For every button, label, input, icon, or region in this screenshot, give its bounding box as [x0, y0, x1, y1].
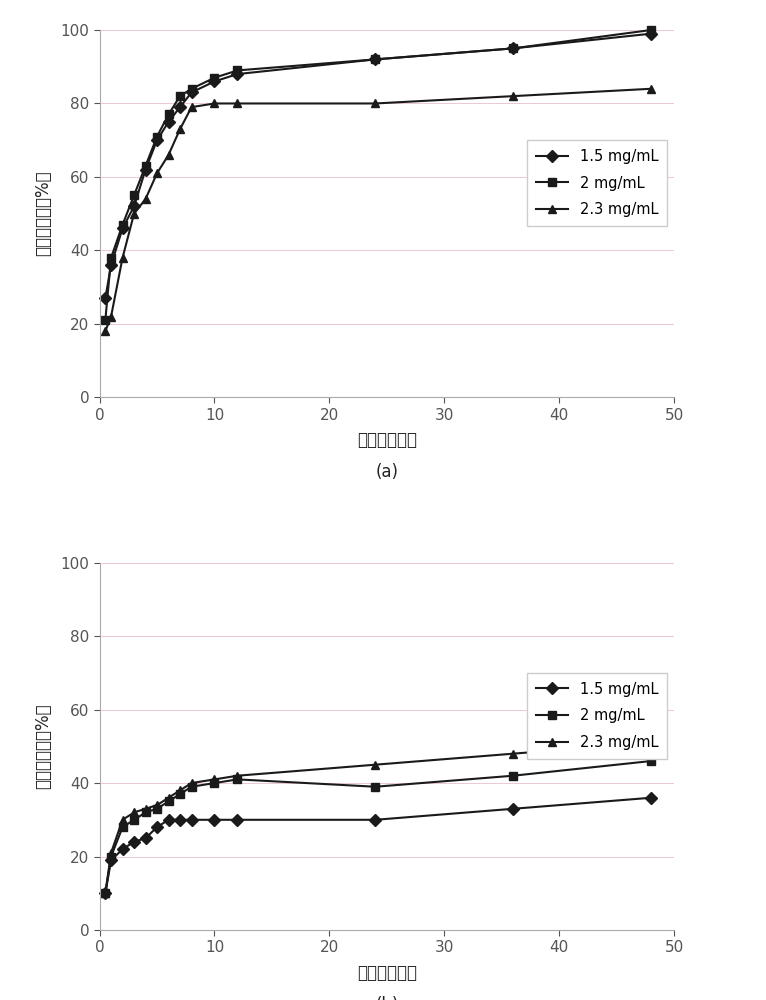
2.3 mg/mL [101, 325, 110, 337]
Text: (a): (a) [375, 463, 398, 481]
2.3 mg/mL [141, 193, 150, 205]
2.3 mg/mL [175, 123, 185, 135]
1.5 mg/mL [187, 86, 196, 98]
2.3 mg/mL [509, 748, 518, 760]
2 mg/mL [129, 814, 139, 826]
2.3 mg/mL [106, 847, 116, 859]
1.5 mg/mL [101, 292, 110, 304]
1.5 mg/mL [175, 101, 185, 113]
1.5 mg/mL [106, 854, 116, 866]
Y-axis label: 累积释放度（%）: 累积释放度（%） [34, 704, 52, 789]
1.5 mg/mL [233, 814, 242, 826]
2 mg/mL [141, 160, 150, 172]
2.3 mg/mL [371, 97, 380, 109]
2 mg/mL [152, 131, 162, 143]
X-axis label: 时间（小时）: 时间（小时） [357, 431, 417, 449]
Line: 2 mg/mL: 2 mg/mL [101, 26, 655, 324]
2.3 mg/mL [118, 814, 127, 826]
2.3 mg/mL [152, 167, 162, 179]
1.5 mg/mL [647, 792, 656, 804]
1.5 mg/mL [118, 843, 127, 855]
2 mg/mL [371, 53, 380, 65]
2 mg/mL [187, 781, 196, 793]
Line: 2.3 mg/mL: 2.3 mg/mL [101, 85, 655, 335]
1.5 mg/mL [509, 803, 518, 815]
2 mg/mL [233, 773, 242, 785]
2.3 mg/mL [175, 784, 185, 796]
1.5 mg/mL [233, 68, 242, 80]
2 mg/mL [101, 314, 110, 326]
Line: 1.5 mg/mL: 1.5 mg/mL [101, 794, 655, 897]
1.5 mg/mL [141, 164, 150, 176]
2 mg/mL [164, 108, 173, 120]
2 mg/mL [175, 90, 185, 102]
2 mg/mL [509, 770, 518, 782]
1.5 mg/mL [210, 75, 219, 87]
1.5 mg/mL [129, 200, 139, 212]
2.3 mg/mL [233, 97, 242, 109]
2.3 mg/mL [647, 737, 656, 749]
Y-axis label: 累积释放度（%）: 累积释放度（%） [34, 171, 52, 256]
2 mg/mL [509, 42, 518, 54]
1.5 mg/mL [106, 259, 116, 271]
2.3 mg/mL [647, 83, 656, 95]
1.5 mg/mL [152, 821, 162, 833]
2.3 mg/mL [210, 773, 219, 785]
2.3 mg/mL [187, 777, 196, 789]
1.5 mg/mL [129, 836, 139, 848]
Line: 2 mg/mL: 2 mg/mL [101, 757, 655, 897]
1.5 mg/mL [647, 28, 656, 40]
2.3 mg/mL [129, 806, 139, 818]
1.5 mg/mL [371, 814, 380, 826]
Line: 2.3 mg/mL: 2.3 mg/mL [101, 738, 655, 897]
2 mg/mL [106, 252, 116, 264]
2.3 mg/mL [164, 149, 173, 161]
2 mg/mL [187, 83, 196, 95]
1.5 mg/mL [101, 887, 110, 899]
1.5 mg/mL [210, 814, 219, 826]
2.3 mg/mL [106, 311, 116, 323]
1.5 mg/mL [509, 42, 518, 54]
Legend: 1.5 mg/mL, 2 mg/mL, 2.3 mg/mL: 1.5 mg/mL, 2 mg/mL, 2.3 mg/mL [527, 673, 666, 759]
2 mg/mL [175, 788, 185, 800]
2 mg/mL [101, 887, 110, 899]
Line: 1.5 mg/mL: 1.5 mg/mL [101, 30, 655, 302]
2 mg/mL [152, 803, 162, 815]
1.5 mg/mL [141, 832, 150, 844]
2.3 mg/mL [187, 101, 196, 113]
2 mg/mL [371, 781, 380, 793]
2 mg/mL [118, 821, 127, 833]
2 mg/mL [210, 777, 219, 789]
2 mg/mL [118, 219, 127, 231]
1.5 mg/mL [187, 814, 196, 826]
2.3 mg/mL [233, 770, 242, 782]
2 mg/mL [106, 851, 116, 863]
2.3 mg/mL [164, 792, 173, 804]
2 mg/mL [210, 72, 219, 84]
1.5 mg/mL [118, 222, 127, 234]
Legend: 1.5 mg/mL, 2 mg/mL, 2.3 mg/mL: 1.5 mg/mL, 2 mg/mL, 2.3 mg/mL [527, 140, 666, 226]
2.3 mg/mL [509, 90, 518, 102]
2 mg/mL [129, 189, 139, 201]
1.5 mg/mL [175, 814, 185, 826]
2 mg/mL [141, 806, 150, 818]
2 mg/mL [164, 795, 173, 807]
1.5 mg/mL [164, 116, 173, 128]
X-axis label: 时间（小时）: 时间（小时） [357, 964, 417, 982]
1.5 mg/mL [152, 134, 162, 146]
2.3 mg/mL [101, 887, 110, 899]
2.3 mg/mL [129, 208, 139, 220]
1.5 mg/mL [164, 814, 173, 826]
2.3 mg/mL [141, 803, 150, 815]
2.3 mg/mL [118, 252, 127, 264]
2.3 mg/mL [152, 799, 162, 811]
1.5 mg/mL [371, 53, 380, 65]
Text: (b): (b) [375, 996, 398, 1000]
2.3 mg/mL [210, 97, 219, 109]
2.3 mg/mL [371, 759, 380, 771]
2 mg/mL [647, 24, 656, 36]
2 mg/mL [233, 64, 242, 76]
2 mg/mL [647, 755, 656, 767]
